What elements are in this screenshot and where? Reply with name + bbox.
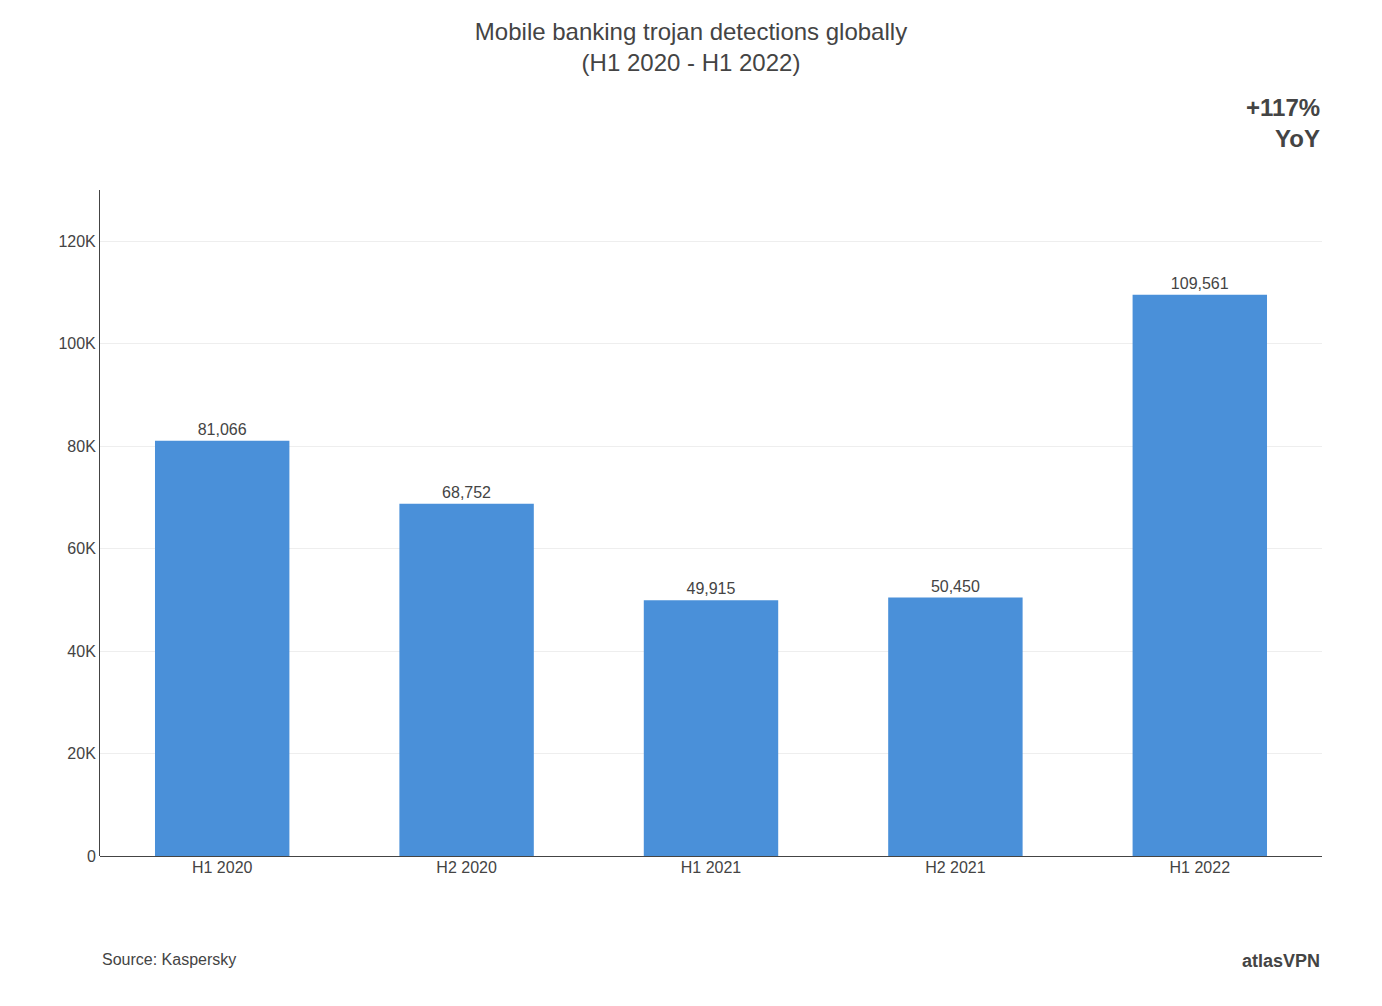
svg-text:81,066: 81,066 — [198, 421, 247, 438]
svg-text:120K: 120K — [58, 233, 96, 250]
svg-text:20K: 20K — [67, 745, 96, 762]
svg-text:YoY: YoY — [1275, 125, 1320, 152]
svg-text:100K: 100K — [58, 335, 96, 352]
svg-text:H1 2021: H1 2021 — [681, 859, 742, 876]
svg-text:80K: 80K — [67, 438, 96, 455]
svg-text:50,450: 50,450 — [931, 578, 980, 595]
svg-text:H1 2020: H1 2020 — [192, 859, 253, 876]
svg-text:109,561: 109,561 — [1171, 275, 1229, 292]
svg-text:+117%: +117% — [1246, 94, 1320, 121]
svg-text:H1 2022: H1 2022 — [1170, 859, 1231, 876]
svg-text:H2 2020: H2 2020 — [436, 859, 497, 876]
svg-text:40K: 40K — [67, 643, 96, 660]
svg-text:60K: 60K — [67, 540, 96, 557]
svg-text:68,752: 68,752 — [442, 484, 491, 501]
svg-text:atlasVPN: atlasVPN — [1242, 951, 1320, 971]
svg-text:0: 0 — [87, 848, 96, 865]
svg-text:Source: Kaspersky: Source: Kaspersky — [102, 951, 236, 968]
svg-text:49,915: 49,915 — [686, 580, 735, 597]
svg-text:H2 2021: H2 2021 — [925, 859, 986, 876]
svg-text:Mobile banking trojan detectio: Mobile banking trojan detections globall… — [475, 18, 907, 76]
